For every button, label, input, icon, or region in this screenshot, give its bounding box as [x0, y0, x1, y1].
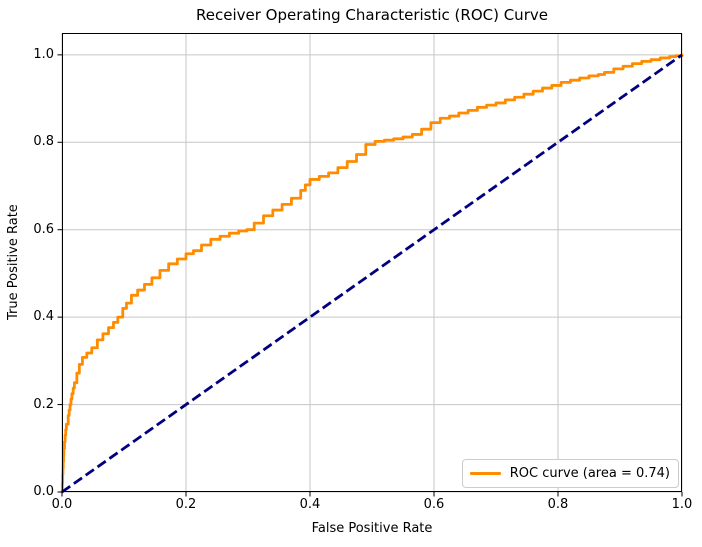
y-tick-label: 0.4: [33, 309, 54, 325]
roc-curve: [60, 53, 684, 494]
x-tick-label: 0.4: [299, 497, 321, 512]
x-tick-label: 1.0: [671, 497, 693, 512]
y-tick-label: 0.2: [33, 396, 54, 412]
chart-title: Receiver Operating Characteristic (ROC) …: [196, 6, 548, 24]
axes-spines: [62, 33, 682, 492]
x-tick-label: 0.2: [175, 497, 197, 512]
y-tick-label: 0.0: [33, 484, 54, 499]
x-tick-label: 0.8: [547, 497, 569, 512]
y-tick-label: 1.0: [33, 46, 54, 62]
y-axis-label: True Positive Rate: [6, 204, 21, 321]
y-tick-label: 0.6: [33, 221, 54, 237]
x-tick-label: 0.6: [423, 497, 445, 512]
x-tick-label: 0.0: [51, 497, 73, 512]
legend-line-sample: [469, 472, 501, 475]
chance-line: [61, 53, 683, 494]
plot-area: ROC curve (area = 0.74): [57, 33, 684, 497]
legend: ROC curve (area = 0.74): [461, 459, 679, 488]
plot-canvas: [57, 33, 684, 497]
legend-label: ROC curve (area = 0.74): [509, 466, 670, 481]
y-tick-label: 0.8: [33, 134, 54, 150]
x-axis-label: False Positive Rate: [311, 521, 433, 536]
